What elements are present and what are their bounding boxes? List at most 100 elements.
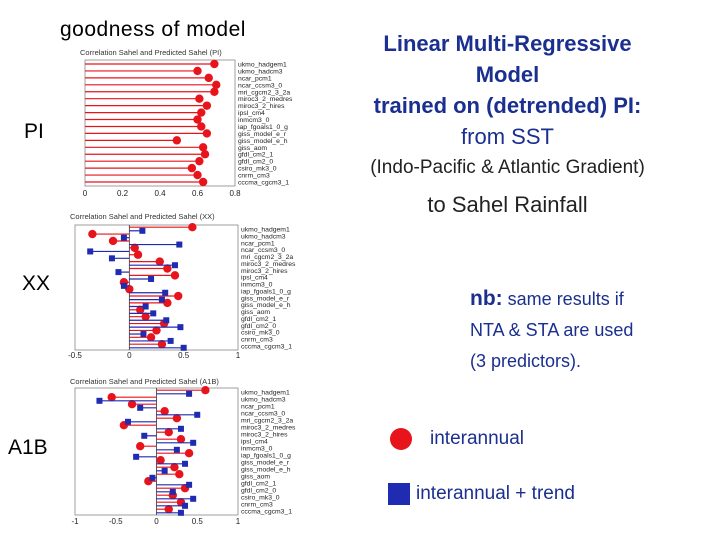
chart-frame: [84, 59, 236, 187]
data-point-circle: [136, 442, 145, 451]
category-label: csiro_mk3_0: [241, 495, 280, 502]
data-point-circle: [202, 101, 212, 110]
side-label-pi: PI: [24, 120, 44, 143]
x-tick-label: -1: [71, 517, 79, 526]
data-point-square: [87, 248, 94, 255]
category-label: giss_model_e_h: [241, 302, 291, 309]
category-label: gfdl_cm2_0: [241, 488, 276, 495]
x-tick-label: 0.6: [192, 189, 204, 198]
data-point-square: [194, 411, 201, 418]
data-point-circle: [141, 312, 150, 321]
data-point-circle: [155, 257, 164, 266]
category-label: inmcm3_0: [241, 282, 273, 289]
category-label: iap_fgoals1_0_g: [241, 288, 291, 295]
data-point-circle: [157, 340, 167, 349]
data-point-circle: [188, 223, 197, 232]
right-title-block: Linear Multi-Regressive Model trained on…: [335, 28, 680, 220]
x-tick-label: 0.2: [117, 189, 129, 198]
category-label: iap_fgoals1_0_g: [241, 453, 291, 460]
chart-frame: [74, 224, 239, 351]
data-point-square: [150, 310, 157, 317]
nb-note: nb: same results if NTA & STA are used (…: [470, 283, 710, 377]
data-point-circle: [197, 122, 206, 131]
category-label: ipsl_cm4: [241, 275, 268, 282]
data-point-square: [120, 234, 127, 241]
x-tick-label: 0: [127, 351, 132, 360]
right-title-line-1: Linear Multi-Regressive: [383, 31, 632, 56]
data-point-square: [108, 255, 115, 262]
data-point-square: [96, 397, 103, 404]
data-point-circle: [136, 305, 145, 314]
category-label: cccma_cgcm3_1: [238, 180, 289, 187]
data-point-square: [169, 488, 176, 495]
category-label: iap_fgoals1_0_g: [238, 124, 288, 131]
category-label: gfdl_cm2_1: [241, 316, 276, 323]
nb-line-2: NTA & STA are used: [470, 320, 634, 340]
category-label: ncar_ccsm3_0: [241, 411, 285, 418]
category-label: ncar_ccsm3_0: [241, 247, 285, 254]
category-label: cnrm_cm3: [241, 337, 273, 344]
category-label: giss_model_e_r: [238, 131, 287, 138]
category-label: giss_aom: [241, 474, 270, 481]
data-point-circle: [201, 386, 210, 395]
nb-line-3: (3 predictors).: [470, 351, 582, 371]
chart-title: Correlation Sahel and Predicted Sahel (P…: [80, 48, 222, 57]
category-label: ncar_pcm1: [241, 404, 275, 411]
data-point-circle: [212, 80, 221, 90]
right-title-line-3: trained on (detrended) PI:: [373, 93, 642, 118]
category-label: giss_model_e_h: [241, 467, 291, 474]
category-label: ukmo_hadgem1: [238, 62, 287, 69]
data-point-square: [176, 241, 183, 248]
nb-line-1: same results if: [507, 289, 624, 309]
data-point-circle: [146, 333, 156, 342]
category-label: csiro_mk3_0: [241, 330, 280, 337]
category-label: giss_model_e_r: [241, 295, 290, 302]
data-point-circle: [130, 243, 139, 253]
x-tick-label: 1: [236, 517, 241, 526]
data-point-circle: [156, 456, 165, 465]
category-label: ukmo_hadcm3: [238, 68, 283, 75]
data-point-square: [161, 467, 168, 474]
category-label: ukmo_hadcm3: [241, 397, 286, 404]
right-title-paren: (Indo-Pacific & Atlantic Gradient): [370, 157, 645, 178]
data-point-square: [162, 289, 169, 296]
data-point-circle: [163, 298, 172, 308]
data-point-square: [177, 324, 184, 331]
category-label: giss_model_e_r: [241, 460, 290, 467]
data-point-square: [190, 495, 197, 502]
legend-circle-icon: [390, 428, 412, 450]
data-point-square: [115, 269, 122, 276]
data-point-square: [173, 446, 180, 453]
data-point-circle: [195, 156, 204, 166]
data-point-square: [171, 262, 178, 269]
data-point-square: [133, 453, 140, 460]
data-point-circle: [127, 400, 137, 409]
nb-prefix: nb:: [470, 287, 503, 310]
data-point-circle: [125, 284, 134, 294]
data-point-circle: [197, 108, 206, 117]
data-point-circle: [174, 291, 183, 301]
side-label-a1b: A1B: [8, 436, 48, 459]
category-label: ipsl_cm4: [241, 439, 268, 446]
data-point-square: [148, 275, 155, 282]
data-point-circle: [172, 414, 182, 423]
x-tick-label: 0.5: [178, 351, 190, 360]
x-tick-label: 0.8: [229, 189, 241, 198]
category-label: gfdl_cm2_0: [241, 323, 276, 330]
data-point-circle: [163, 264, 172, 273]
legend-square-icon: [388, 483, 410, 505]
left-title: goodness of model: [60, 18, 246, 41]
category-label: inmcm3_0: [238, 117, 270, 124]
category-label: giss_model_e_h: [238, 138, 288, 145]
right-title-line-4: from SST: [461, 124, 554, 149]
data-point-square: [139, 227, 146, 234]
x-tick-label: 1: [236, 351, 241, 360]
data-point-square: [177, 425, 184, 432]
category-label: miroc3_2_medres: [241, 425, 296, 432]
category-label: gfdl_cm2_1: [238, 152, 273, 159]
data-point-square: [167, 337, 174, 344]
data-point-circle: [172, 136, 182, 145]
data-point-square: [137, 404, 144, 411]
data-point-square: [142, 303, 149, 310]
